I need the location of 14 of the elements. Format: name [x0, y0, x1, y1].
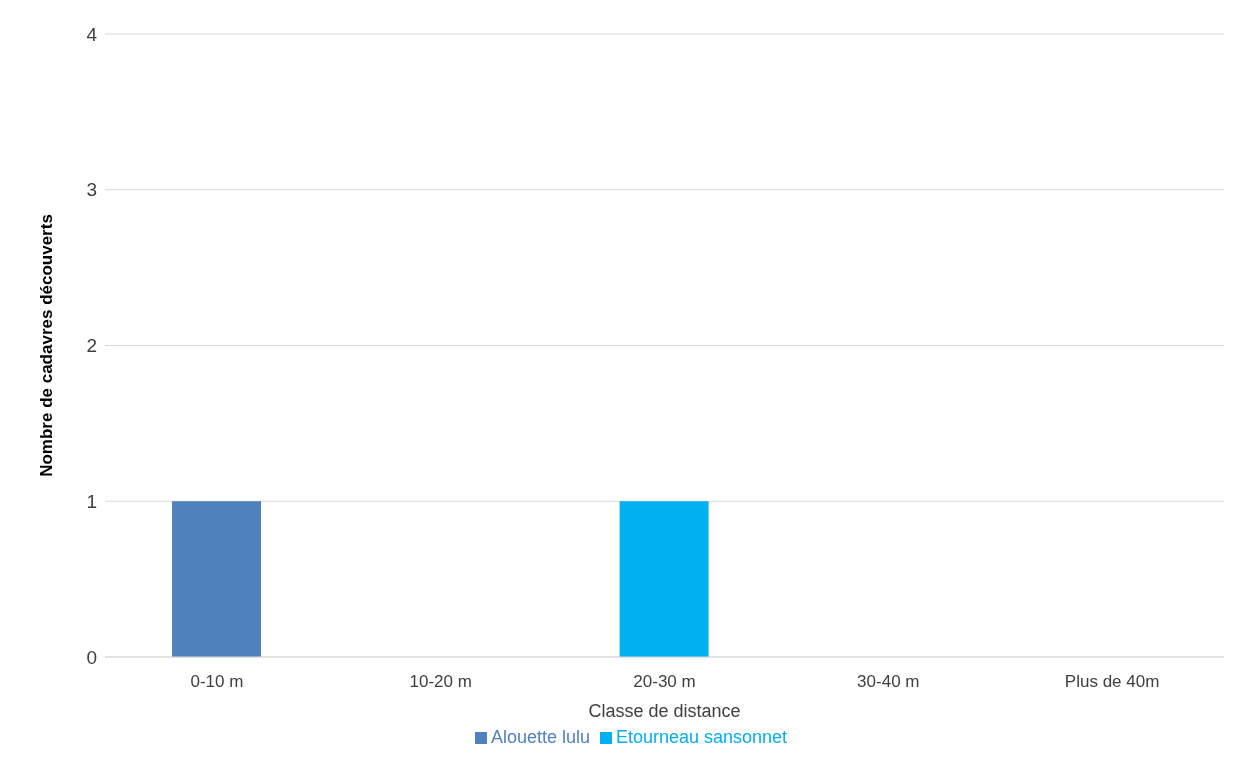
legend-label: Alouette lulu — [490, 727, 590, 747]
y-tick-label: 1 — [86, 490, 97, 512]
x-tick-label: 30-40 m — [857, 672, 920, 692]
legend-label: Etourneau sansonnet — [615, 727, 788, 747]
x-axis-title: Classe de distance — [588, 701, 741, 721]
x-tick-label: 10-20 m — [409, 672, 472, 692]
y-axis-title: Nombre de cadavres découverts — [37, 214, 57, 477]
x-tick-label: 20-30 m — [633, 672, 696, 692]
y-tick-label: 0 — [86, 646, 97, 668]
x-tick-label: 0-10 m — [190, 672, 244, 692]
y-tick-label: 3 — [86, 179, 97, 201]
x-tick-label: Plus de 40m — [1064, 672, 1160, 692]
y-tick-label: 2 — [86, 335, 97, 357]
y-tick-label: 4 — [86, 23, 98, 45]
